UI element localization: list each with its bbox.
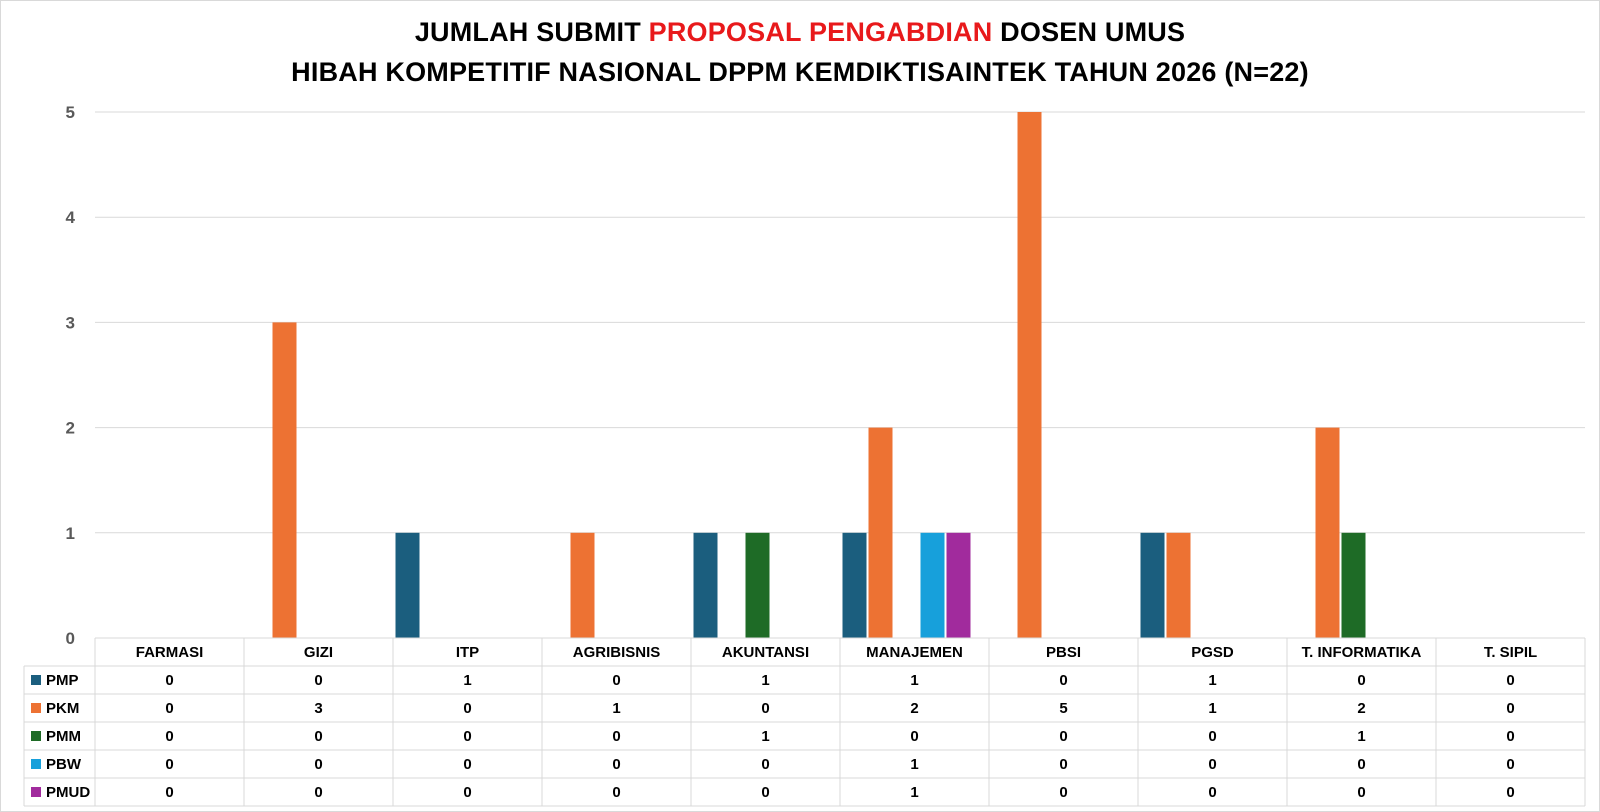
table-cell: 0 [1506, 700, 1514, 717]
bar-pmud-5 [946, 532, 971, 638]
table-cell: 0 [612, 784, 620, 801]
table-cell: 0 [1208, 728, 1216, 745]
table-cell: 0 [1059, 756, 1067, 773]
table-cell: 0 [612, 672, 620, 689]
series-name: PMP [46, 672, 79, 689]
table-cell: 0 [1357, 756, 1365, 773]
category-label: AKUNTANSI [722, 644, 809, 661]
table-cell: 0 [165, 756, 173, 773]
bar-pmp-5 [842, 532, 867, 638]
legend-key-pmm [31, 731, 41, 741]
title-line-1-pre: JUMLAH SUBMIT [414, 17, 649, 47]
table-cell: 1 [761, 672, 769, 689]
table-cell: 0 [165, 728, 173, 745]
table-cell: 0 [1506, 784, 1514, 801]
table-cell: 0 [463, 784, 471, 801]
table-cell: 0 [1357, 672, 1365, 689]
y-tick-label: 2 [66, 419, 75, 438]
y-tick-label: 5 [66, 103, 75, 122]
table-cell: 0 [1208, 756, 1216, 773]
legend-key-pmp [31, 675, 41, 685]
table-cell: 0 [910, 728, 918, 745]
bar-pkm-7 [1166, 532, 1191, 638]
table-cell: 0 [612, 756, 620, 773]
table-cell: 3 [314, 700, 322, 717]
bar-pmp-7 [1140, 532, 1165, 638]
y-tick-label: 1 [66, 524, 75, 543]
series-name: PMM [46, 728, 81, 745]
category-label: GIZI [304, 644, 333, 661]
table-cell: 0 [314, 672, 322, 689]
table-cell: 5 [1059, 700, 1067, 717]
bar-pkm-1 [272, 322, 297, 638]
table-cell: 0 [1357, 784, 1365, 801]
category-label: MANAJEMEN [866, 644, 963, 661]
table-cell: 0 [463, 728, 471, 745]
category-label: ITP [456, 644, 479, 661]
table-cell: 0 [612, 728, 620, 745]
y-tick-label: 0 [66, 629, 75, 648]
table-cell: 0 [1506, 728, 1514, 745]
table-cell: 0 [314, 728, 322, 745]
table-cell: 0 [1208, 784, 1216, 801]
category-label: T. SIPIL [1484, 644, 1537, 661]
table-cell: 0 [1059, 672, 1067, 689]
table-cell: 1 [910, 756, 918, 773]
table-cell: 0 [165, 784, 173, 801]
bar-pkm-8 [1315, 427, 1340, 638]
title-line-1: JUMLAH SUBMIT PROPOSAL PENGABDIAN DOSEN … [0, 12, 1600, 52]
table-cell: 1 [910, 784, 918, 801]
category-label: PBSI [1046, 644, 1081, 661]
table-cell: 1 [612, 700, 620, 717]
table-cell: 1 [463, 672, 471, 689]
category-label: FARMASI [136, 644, 204, 661]
bar-pmp-4 [693, 532, 718, 638]
table-cell: 0 [761, 700, 769, 717]
legend-key-pbw [31, 759, 41, 769]
table-cell: 1 [1208, 700, 1216, 717]
legend-key-pkm [31, 703, 41, 713]
table-cell: 2 [1357, 700, 1365, 717]
title-line-1-post: DOSEN UMUS [992, 17, 1186, 47]
bar-pkm-5 [868, 427, 893, 638]
y-tick-label: 3 [66, 313, 75, 332]
series-name: PKM [46, 700, 79, 717]
table-cell: 0 [165, 672, 173, 689]
bar-pmm-8 [1341, 532, 1366, 638]
bar-pbw-5 [920, 532, 945, 638]
table-cell: 0 [314, 756, 322, 773]
title-line-2: HIBAH KOMPETITIF NASIONAL DPPM KEMDIKTIS… [291, 57, 1309, 87]
table-cell: 1 [761, 728, 769, 745]
table-cell: 0 [761, 756, 769, 773]
table-cell: 0 [463, 700, 471, 717]
category-label: T. INFORMATIKA [1302, 644, 1422, 661]
table-cell: 0 [1506, 756, 1514, 773]
legend-key-pmud [31, 787, 41, 797]
series-name: PMUD [46, 784, 90, 801]
chart-title: JUMLAH SUBMIT PROPOSAL PENGABDIAN DOSEN … [0, 12, 1600, 92]
category-label: PGSD [1191, 644, 1234, 661]
bar-pkm-6 [1017, 112, 1042, 638]
table-cell: 1 [910, 672, 918, 689]
bar-pmp-2 [395, 532, 420, 638]
table-cell: 0 [761, 784, 769, 801]
table-cell: 1 [1208, 672, 1216, 689]
table-cell: 0 [165, 700, 173, 717]
table-cell: 0 [1059, 728, 1067, 745]
category-label: AGRIBISNIS [573, 644, 661, 661]
table-cell: 0 [1506, 672, 1514, 689]
series-name: PBW [46, 756, 82, 773]
table-cell: 2 [910, 700, 918, 717]
bar-pkm-3 [570, 532, 595, 638]
table-cell: 0 [314, 784, 322, 801]
table-cell: 0 [1059, 784, 1067, 801]
bar-pmm-4 [745, 532, 770, 638]
title-highlight: PROPOSAL PENGABDIAN [648, 17, 993, 47]
table-cell: 0 [463, 756, 471, 773]
y-tick-label: 4 [66, 208, 76, 227]
table-cell: 1 [1357, 728, 1365, 745]
